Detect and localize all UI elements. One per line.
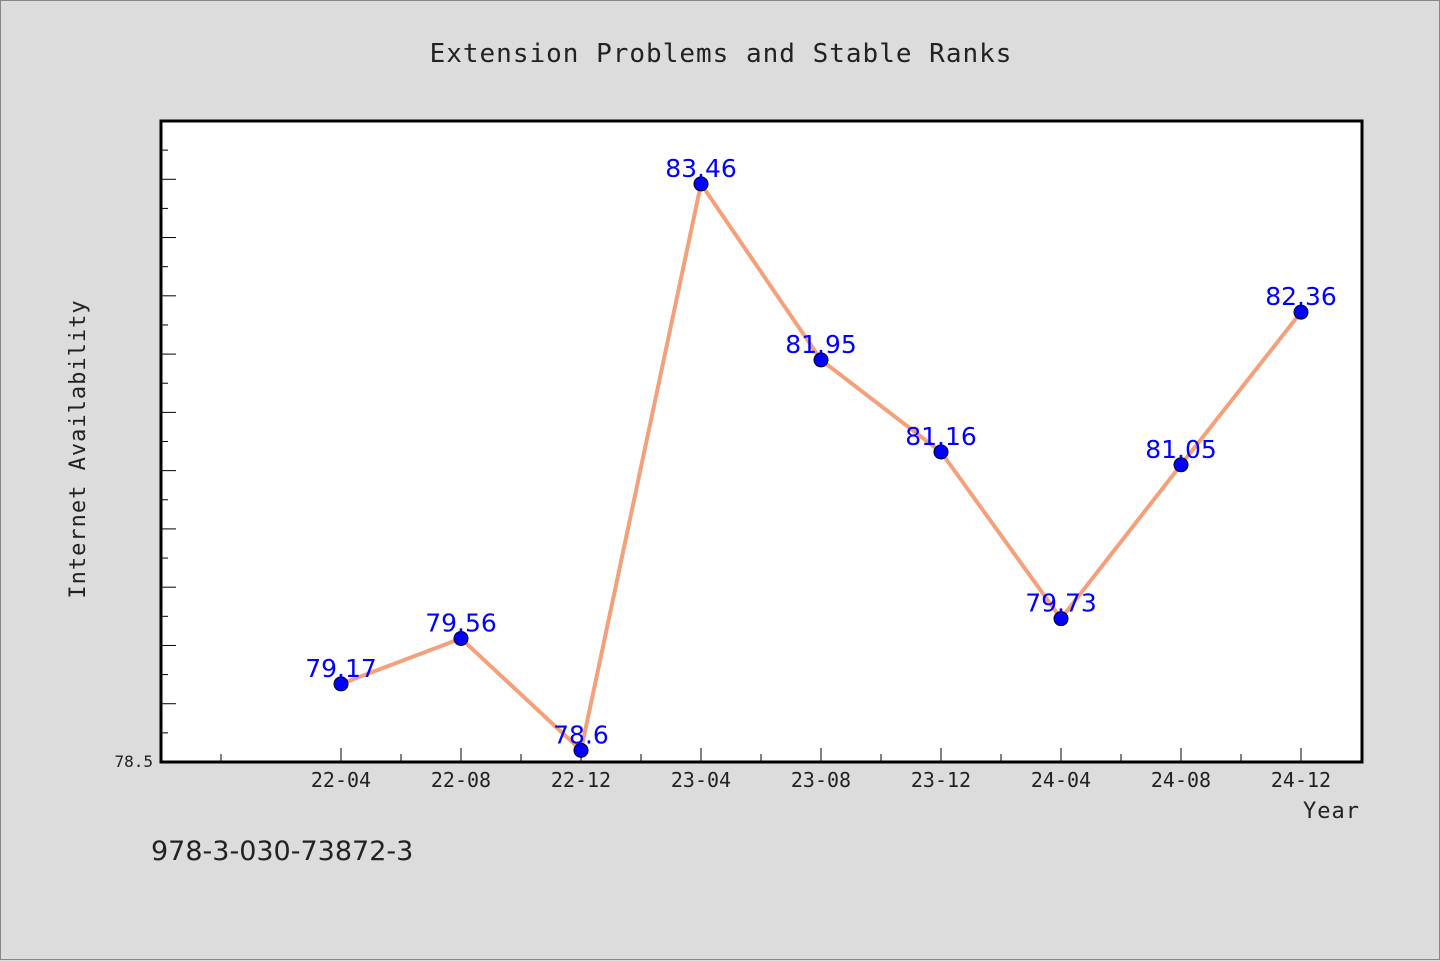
x-axis-ticks: 22-04 22-08 22-12 23-04 23-08 23-12 24-04 24-08… bbox=[220, 748, 1331, 792]
x-tick-label: 23-12 bbox=[911, 768, 971, 792]
data-label: 79.17 bbox=[305, 654, 377, 683]
data-point bbox=[813, 352, 829, 368]
x-tick-label: 24-04 bbox=[1031, 768, 1091, 792]
data-label: 82.36 bbox=[1265, 282, 1337, 311]
x-tick-label: 24-08 bbox=[1151, 768, 1211, 792]
data-point bbox=[573, 742, 589, 758]
x-tick-label: 22-04 bbox=[311, 768, 371, 792]
series-group: 79.17 79.56 78.6 83.46 81.95 81.16 79.73 81.05 8… bbox=[305, 154, 1337, 758]
x-tick-label: 22-12 bbox=[551, 768, 611, 792]
data-point bbox=[1293, 304, 1309, 320]
data-label: 83.46 bbox=[665, 154, 737, 183]
x-tick-label: 23-04 bbox=[671, 768, 731, 792]
data-point bbox=[1173, 457, 1189, 473]
y-axis-label: Internet Availability bbox=[66, 299, 91, 598]
x-axis-label: Year bbox=[1303, 799, 1360, 824]
data-point bbox=[453, 630, 469, 646]
isbn-code: 978-3-030-73872-3 bbox=[151, 836, 414, 867]
data-point bbox=[693, 176, 709, 192]
data-label: 79.73 bbox=[1025, 589, 1097, 618]
plot-area bbox=[159, 119, 1364, 764]
x-tick-label: 24-12 bbox=[1271, 768, 1331, 792]
data-point bbox=[933, 444, 949, 460]
data-label: 79.56 bbox=[425, 608, 497, 637]
data-label: 81.95 bbox=[785, 330, 857, 359]
data-label: 81.05 bbox=[1145, 435, 1217, 464]
data-point bbox=[1053, 611, 1069, 627]
chart-title: Extension Problems and Stable Ranks bbox=[430, 39, 1013, 69]
x-tick-label: 23-08 bbox=[791, 768, 851, 792]
data-label: 81.16 bbox=[905, 422, 977, 451]
data-point bbox=[333, 676, 349, 692]
y-axis-ticks bbox=[161, 149, 176, 734]
data-label: 78.6 bbox=[553, 720, 609, 749]
x-tick-label: 22-08 bbox=[431, 768, 491, 792]
y-tick-label-min: 78.5 bbox=[114, 752, 153, 771]
